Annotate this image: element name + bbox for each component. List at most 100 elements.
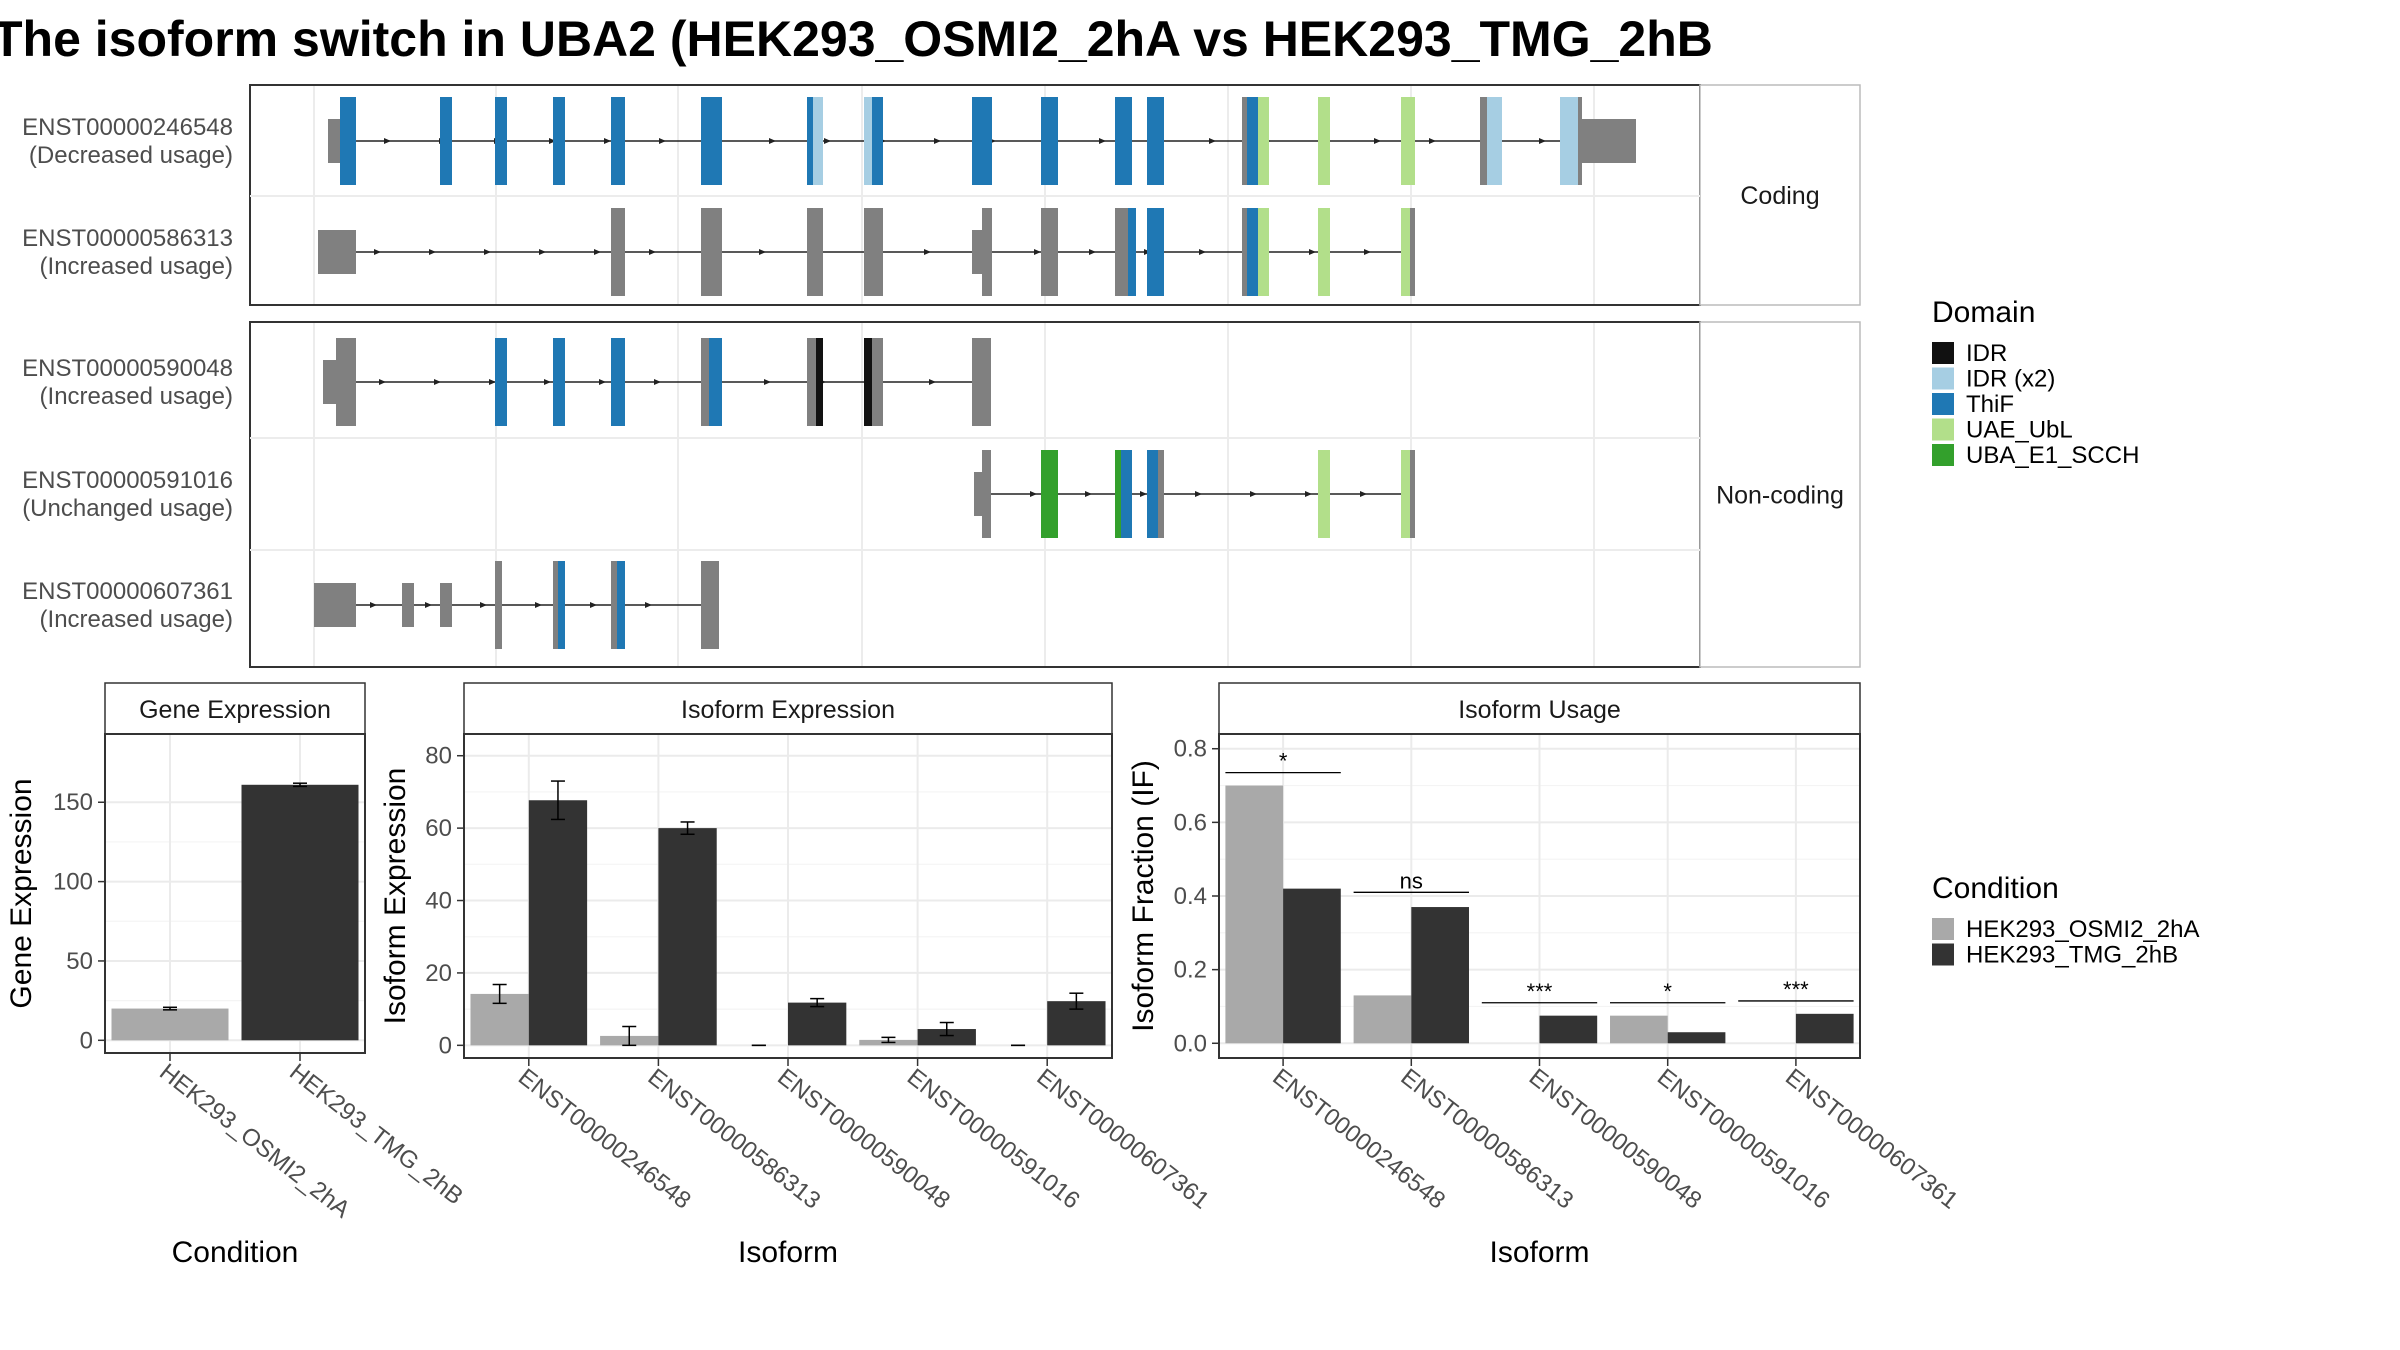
exon-block — [323, 360, 336, 404]
intron-arrow — [590, 602, 597, 608]
exon-block — [1318, 208, 1330, 296]
bar — [658, 828, 717, 1046]
exon-block — [864, 97, 872, 185]
intron-arrow — [659, 138, 666, 144]
intron-arrow — [604, 138, 611, 144]
exon-block — [1582, 119, 1636, 163]
significance-label: * — [1663, 979, 1672, 1004]
facet-strip — [1699, 321, 1861, 668]
y-tick-label: 20 — [425, 960, 452, 987]
intron-arrow — [1250, 491, 1257, 497]
intron-arrow — [649, 249, 656, 255]
exon-block — [709, 338, 722, 426]
exon-block — [1480, 97, 1487, 185]
condition-legend-key — [1932, 943, 1954, 966]
exon-block — [1041, 208, 1058, 296]
exon-block — [1487, 97, 1502, 185]
exon-block — [495, 97, 507, 185]
significance-label: *** — [1783, 977, 1809, 1002]
exon-block — [328, 119, 340, 163]
intron-arrow — [1089, 249, 1096, 255]
exon-block — [807, 97, 813, 185]
intron-arrow — [645, 602, 652, 608]
exon-block — [495, 561, 502, 649]
domain-legend-key — [1932, 367, 1954, 390]
intron-arrow — [824, 138, 831, 144]
y-tick-label: 80 — [425, 743, 452, 770]
condition-legend-title: Condition — [1932, 872, 2059, 905]
exon-block — [1041, 450, 1058, 538]
intron-arrow — [1099, 138, 1106, 144]
y-tick-label: 0.4 — [1174, 883, 1207, 910]
exon-block — [1041, 97, 1058, 185]
exon-block — [972, 338, 991, 426]
exon-block — [1115, 97, 1132, 185]
transcript-usage-label: (Decreased usage) — [29, 142, 233, 169]
facet-label: Non-coding — [1716, 482, 1844, 510]
y-tick-label: 40 — [425, 888, 452, 915]
intron-arrow — [594, 249, 601, 255]
bar — [917, 1029, 976, 1046]
exon-block — [318, 230, 356, 274]
y-tick-label: 0.2 — [1174, 957, 1207, 984]
bar — [241, 784, 359, 1041]
exon-block — [982, 208, 992, 296]
significance-label: * — [1279, 749, 1288, 774]
exon-block — [553, 97, 565, 185]
bar — [1353, 995, 1412, 1044]
exon-block — [440, 583, 452, 627]
y-tick-label: 0.0 — [1174, 1030, 1207, 1057]
exon-block — [611, 338, 625, 426]
intron-arrow — [1360, 491, 1367, 497]
domain-legend-key — [1932, 393, 1954, 415]
intron-arrow — [489, 379, 496, 385]
condition-legend-label: HEK293_TMG_2hB — [1966, 942, 2178, 969]
intron-arrow — [539, 249, 546, 255]
exon-block — [402, 583, 414, 627]
exon-block — [440, 97, 452, 185]
exon-block — [1401, 97, 1415, 185]
intron-arrow — [654, 379, 661, 385]
exon-block — [872, 338, 883, 426]
exon-block — [972, 97, 992, 185]
exon-block — [807, 208, 823, 296]
exon-block — [701, 208, 722, 296]
exon-block — [974, 472, 982, 516]
exon-block — [1115, 450, 1121, 538]
transcript-id-label: ENST00000591016 — [22, 467, 233, 494]
exon-block — [340, 97, 356, 185]
intron-arrow — [549, 138, 556, 144]
intron-arrow — [759, 249, 766, 255]
significance-label: *** — [1527, 979, 1553, 1004]
exon-block — [1147, 208, 1164, 296]
bar — [111, 1008, 229, 1041]
intron-arrow — [370, 602, 377, 608]
domain-legend-label: UBA_E1_SCCH — [1966, 442, 2139, 469]
y-tick-label: 0.6 — [1174, 809, 1207, 836]
intron-arrow — [1195, 491, 1202, 497]
intron-arrow — [1305, 491, 1312, 497]
facet-label: Coding — [1740, 182, 1819, 210]
intron-arrow — [425, 602, 432, 608]
condition-legend-label: HEK293_OSMI2_2hA — [1966, 916, 2199, 943]
panel-title: Isoform Usage — [1458, 696, 1621, 724]
exon-block — [1242, 208, 1247, 296]
transcript-id-label: ENST00000590048 — [22, 355, 233, 382]
panel-title: Isoform Expression — [681, 696, 895, 724]
y-axis-title: Isoform Fraction (IF) — [1127, 760, 1160, 1032]
exon-block — [972, 230, 982, 274]
intron-arrow — [1309, 249, 1316, 255]
exon-block — [611, 561, 617, 649]
exon-block — [864, 338, 872, 426]
intron-arrow — [535, 602, 542, 608]
intron-arrow — [544, 379, 551, 385]
intron-arrow — [769, 138, 776, 144]
exon-block — [553, 338, 565, 426]
exon-block — [1128, 208, 1136, 296]
exon-block — [701, 97, 722, 185]
condition-legend-key — [1932, 918, 1954, 940]
exon-block — [314, 583, 356, 627]
intron-arrow — [599, 379, 606, 385]
bar — [1667, 1032, 1726, 1044]
